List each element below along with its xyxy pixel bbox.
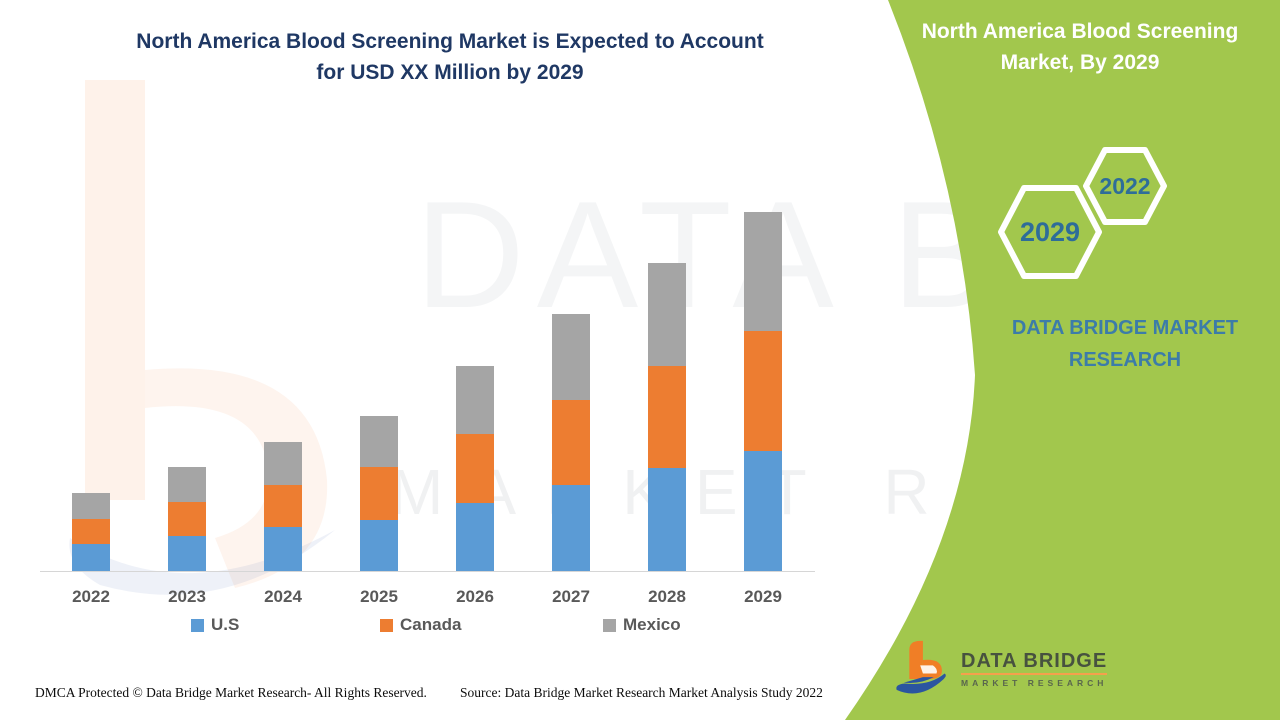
legend-item-canada: Canada: [380, 615, 461, 635]
bar-2028: [648, 263, 686, 571]
side-panel-title-line2: Market, By 2029: [1000, 51, 1160, 74]
bar-segment-canada-2023: [168, 502, 206, 536]
side-panel-brand: DATA BRIDGE MARKET RESEARCH: [960, 312, 1280, 376]
legend-item-us: U.S: [191, 615, 239, 635]
bar-segment-mexico-2029: [744, 212, 782, 331]
x-tick-2022: 2022: [72, 587, 110, 606]
side-panel-title-line1: North America Blood Screening: [921, 20, 1239, 43]
bar-2026: [456, 366, 494, 571]
bar-segment-us-2028: [648, 468, 686, 571]
logo-name: DATA BRIDGE: [961, 650, 1108, 672]
bar-segment-canada-2025: [360, 467, 398, 520]
bar-2022: [72, 493, 110, 571]
bar-segment-mexico-2025: [360, 416, 398, 467]
bar-2023: [168, 467, 206, 571]
bar-segment-mexico-2027: [552, 314, 590, 400]
legend-item-mexico: Mexico: [603, 615, 681, 635]
x-axis-line: [40, 571, 815, 572]
bar-segment-mexico-2024: [264, 442, 302, 485]
bar-2027: [552, 314, 590, 571]
legend-label-us: U.S: [211, 615, 240, 634]
x-tick-2029: 2029: [744, 587, 782, 606]
chart-title-line2: for USD XX Million by 2029: [316, 61, 584, 84]
bar-segment-mexico-2022: [72, 493, 110, 519]
side-panel-title: North America Blood Screening Market, By…: [905, 16, 1255, 78]
plot-area: 2022 2023 2024 2025 2026 2027 2028 2029: [40, 185, 815, 606]
bar-segment-mexico-2028: [648, 263, 686, 366]
hexagon-small-year: 2022: [1099, 172, 1151, 199]
x-tick-2027: 2027: [552, 587, 590, 606]
bar-2024: [264, 442, 302, 571]
bar-segment-us-2024: [264, 527, 302, 571]
x-tick-2024: 2024: [264, 587, 302, 606]
bar-segment-us-2027: [552, 485, 590, 571]
bar-segment-mexico-2026: [456, 366, 494, 434]
data-bridge-logo-icon: [896, 640, 946, 694]
bar-2029: [744, 212, 782, 571]
legend-swatch-mexico: [603, 618, 616, 632]
bar-segment-us-2025: [360, 520, 398, 571]
dmca-notice: DMCA Protected © Data Bridge Market Rese…: [35, 685, 427, 700]
chart-title: North America Blood Screening Market is …: [60, 26, 840, 88]
bar-segment-us-2022: [72, 544, 110, 571]
x-tick-2023: 2023: [168, 587, 206, 606]
bar-2025: [360, 416, 398, 571]
legend-label-mexico: Mexico: [623, 615, 681, 634]
x-tick-2026: 2026: [456, 587, 494, 606]
x-tick-2025: 2025: [360, 587, 398, 606]
legend-swatch-canada: [380, 618, 393, 632]
side-panel-brand-line2: RESEARCH: [1068, 349, 1182, 371]
x-tick-2028: 2028: [648, 587, 686, 606]
bar-segment-us-2023: [168, 536, 206, 571]
data-bridge-logo: DATA BRIDGE MARKET RESEARCH: [893, 637, 1108, 701]
logo-divider: [961, 673, 1108, 675]
bar-segment-canada-2024: [264, 485, 302, 527]
logo-subtitle: MARKET RESEARCH: [961, 678, 1108, 688]
legend-label-canada: Canada: [400, 615, 462, 634]
chart-title-line1: North America Blood Screening Market is …: [136, 30, 764, 53]
bar-segment-us-2029: [744, 451, 782, 571]
bar-segment-canada-2028: [648, 366, 686, 468]
hexagon-large-year: 2029: [1019, 216, 1081, 247]
source-note: Source: Data Bridge Market Research Mark…: [460, 685, 823, 700]
hexagon-2029: 2029: [997, 184, 1103, 280]
bar-segment-mexico-2023: [168, 467, 206, 502]
bar-segment-canada-2029: [744, 331, 782, 451]
bar-segment-canada-2022: [72, 519, 110, 544]
bar-segment-canada-2027: [552, 400, 590, 485]
legend-swatch-us: [191, 618, 204, 632]
bar-segment-us-2026: [456, 503, 494, 571]
bar-segment-canada-2026: [456, 434, 494, 503]
side-panel-brand-line1: DATA BRIDGE MARKET: [1011, 317, 1239, 339]
hexagon-2022: 2022: [1083, 147, 1167, 225]
